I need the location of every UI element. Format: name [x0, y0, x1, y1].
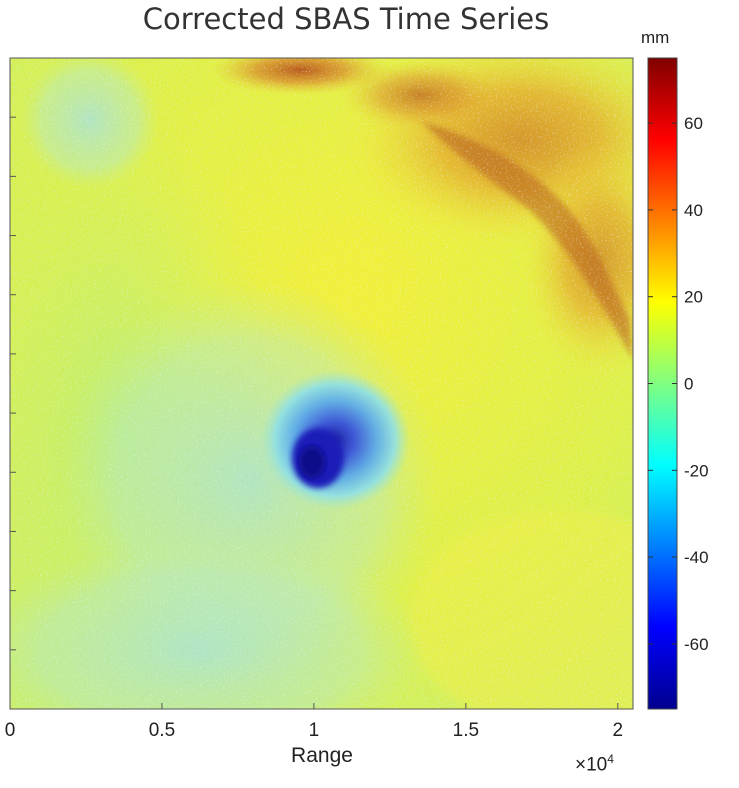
x-tick-label: 0 [5, 720, 16, 741]
x-exponent-power: 4 [607, 752, 614, 766]
colorbar-tick-label: 40 [684, 201, 703, 220]
plot-frame [9, 57, 634, 710]
x-axis-exponent: ×104 [575, 752, 614, 776]
chart-title: Corrected SBAS Time Series [142, 2, 550, 36]
colorbar-tick-label: -60 [684, 635, 709, 654]
colorbar-tick-label: 20 [684, 288, 703, 307]
colorbar-unit: mm [641, 28, 670, 47]
colorbar-tick-label: -20 [684, 461, 709, 480]
colorbar-tick-label: 60 [684, 114, 703, 133]
colorbar-tick-label: -40 [684, 548, 709, 567]
deformation-field [10, 58, 633, 709]
x-tick-label: 1.5 [453, 720, 479, 741]
colorbar-tick-label: 0 [684, 375, 693, 394]
x-axis-label: Range [291, 744, 353, 767]
x-tick-label: 0.5 [149, 720, 175, 741]
x-tick-label: 2 [613, 720, 624, 741]
x-tick-label: 1 [309, 720, 320, 741]
x-exponent-base: ×10 [575, 754, 608, 776]
